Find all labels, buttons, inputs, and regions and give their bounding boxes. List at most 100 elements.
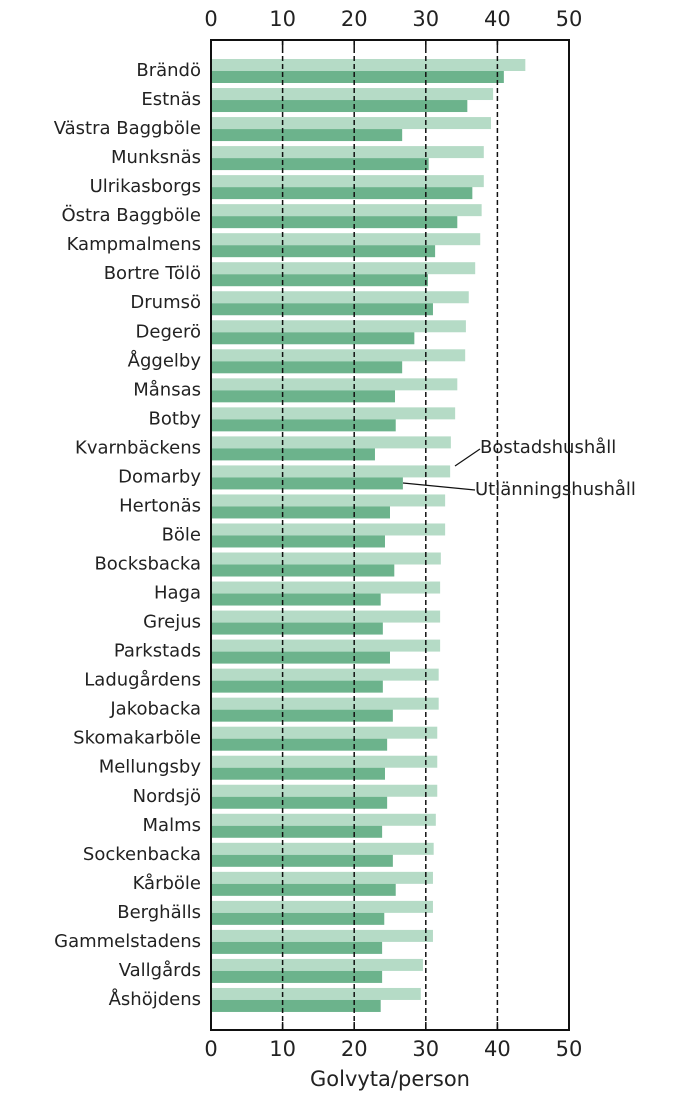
bar bbox=[211, 738, 388, 751]
bar bbox=[211, 999, 381, 1012]
bar bbox=[211, 88, 494, 101]
bar bbox=[211, 245, 436, 258]
bar bbox=[211, 146, 484, 159]
bar bbox=[211, 987, 421, 1000]
category-label: Gammelstadens bbox=[54, 931, 201, 952]
x-tick-label: 40 bbox=[484, 7, 511, 31]
bar bbox=[211, 291, 469, 304]
category-label: Domarby bbox=[118, 466, 201, 487]
x-tick-label: 40 bbox=[484, 1037, 511, 1061]
category-label: Bocksbacka bbox=[94, 554, 201, 575]
bar bbox=[211, 668, 439, 681]
category-label: Bortre Tölö bbox=[104, 263, 201, 284]
bar bbox=[211, 813, 436, 826]
bar bbox=[211, 871, 433, 884]
x-tick-label: 50 bbox=[556, 1037, 583, 1061]
bar bbox=[211, 419, 396, 432]
category-label: Ladugårdens bbox=[84, 670, 201, 691]
bar bbox=[211, 233, 481, 246]
bar bbox=[211, 883, 396, 896]
bar bbox=[211, 767, 385, 780]
bar bbox=[211, 697, 439, 710]
annotation-line bbox=[402, 482, 476, 491]
category-label: Västra Baggböle bbox=[54, 118, 201, 139]
category-label: Jakobacka bbox=[109, 699, 201, 720]
bar bbox=[211, 755, 438, 768]
x-tick-label: 0 bbox=[204, 1037, 217, 1061]
annotation-line bbox=[454, 448, 481, 467]
bar bbox=[211, 900, 433, 913]
category-label: Drumsö bbox=[130, 292, 201, 313]
bar bbox=[211, 581, 441, 594]
plot-frame bbox=[210, 39, 570, 1031]
bar bbox=[211, 622, 383, 635]
bar bbox=[211, 378, 458, 391]
category-label: Nordsjö bbox=[133, 786, 201, 807]
category-label: Kårböle bbox=[133, 873, 201, 894]
bar bbox=[211, 552, 441, 565]
bar bbox=[211, 390, 396, 403]
category-label: Vallgårds bbox=[119, 960, 201, 981]
category-label: Böle bbox=[162, 524, 201, 545]
bar bbox=[211, 465, 451, 478]
category-label: Månsas bbox=[133, 379, 201, 400]
category-label: Ulrikasborgs bbox=[90, 176, 201, 197]
bar bbox=[211, 100, 468, 113]
category-label: Hertonäs bbox=[119, 495, 201, 516]
x-tick-label: 10 bbox=[269, 7, 296, 31]
category-label: Mellungsby bbox=[99, 757, 202, 778]
category-label: Haga bbox=[154, 583, 201, 604]
category-label: Berghälls bbox=[117, 902, 201, 923]
bar bbox=[211, 970, 383, 983]
x-tick-label: 50 bbox=[556, 7, 583, 31]
category-label: Malms bbox=[143, 815, 201, 836]
legend-label: Utlänningshushåll bbox=[475, 479, 636, 500]
bar bbox=[211, 842, 434, 855]
bar bbox=[211, 593, 381, 606]
bar bbox=[211, 303, 433, 316]
x-tick-label: 30 bbox=[412, 1037, 439, 1061]
x-tick-label: 30 bbox=[412, 7, 439, 31]
bar bbox=[211, 448, 375, 461]
bar bbox=[211, 506, 390, 519]
bar bbox=[211, 216, 458, 229]
bar bbox=[211, 912, 385, 925]
bar bbox=[211, 407, 456, 420]
x-tick-label: 0 bbox=[204, 7, 217, 31]
bar bbox=[211, 349, 466, 362]
bar bbox=[211, 59, 526, 71]
category-label: Parkstads bbox=[114, 641, 201, 662]
x-tick-label: 20 bbox=[341, 7, 368, 31]
category-label: Brändö bbox=[136, 60, 201, 81]
bar bbox=[211, 639, 441, 652]
bar bbox=[211, 854, 393, 867]
bar bbox=[211, 175, 484, 188]
bar bbox=[211, 523, 446, 536]
bar bbox=[211, 262, 476, 275]
category-label: Degerö bbox=[136, 321, 201, 342]
x-tick-label: 10 bbox=[269, 1037, 296, 1061]
bar bbox=[211, 610, 441, 623]
bar bbox=[211, 477, 403, 490]
category-label: Munksnäs bbox=[111, 147, 201, 168]
bar bbox=[211, 958, 423, 971]
category-label: Skomakarböle bbox=[73, 728, 201, 749]
category-label: Åshöjdens bbox=[109, 988, 201, 1010]
category-label: Kampmalmens bbox=[67, 234, 201, 255]
x-tick-label: 20 bbox=[341, 1037, 368, 1061]
bar bbox=[211, 929, 433, 942]
bar bbox=[211, 320, 466, 333]
bar bbox=[211, 129, 403, 142]
bar bbox=[211, 117, 491, 130]
bar bbox=[211, 71, 504, 83]
bar bbox=[211, 274, 428, 287]
bar bbox=[211, 680, 383, 693]
bar bbox=[211, 204, 482, 217]
x-axis-label: Golvyta/person bbox=[310, 1067, 470, 1091]
bar bbox=[211, 535, 385, 548]
category-label: Grejus bbox=[143, 612, 201, 633]
bar bbox=[211, 825, 383, 838]
legend-label: Bostadshushåll bbox=[480, 437, 616, 458]
bar bbox=[211, 709, 393, 722]
